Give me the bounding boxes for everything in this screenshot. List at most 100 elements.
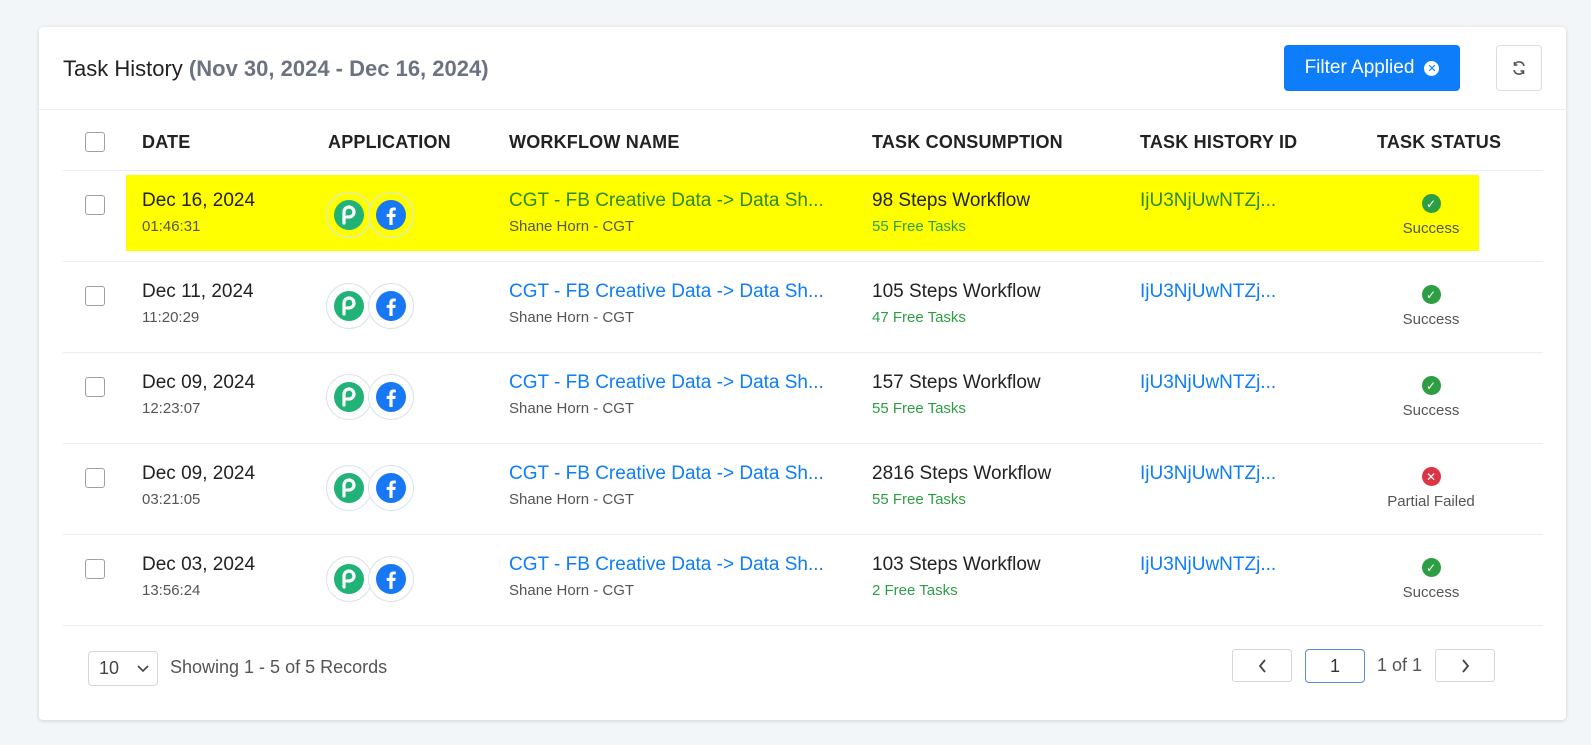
steps-count: 157 Steps Workflow	[872, 372, 1041, 393]
workflow-name-link[interactable]: CGT - FB Creative Data -> Data Sh...	[509, 190, 824, 211]
workflow-name-link[interactable]: CGT - FB Creative Data -> Data Sh...	[509, 554, 824, 575]
facebook-icon	[368, 192, 414, 238]
free-tasks-count: 55 Free Tasks	[872, 400, 966, 417]
row-checkbox[interactable]	[85, 559, 105, 579]
card-header: Task History (Nov 30, 2024 - Dec 16, 202…	[39, 27, 1566, 110]
workflow-cell: CGT - FB Creative Data -> Data Sh... Shan…	[509, 372, 824, 417]
current-page-input[interactable]	[1305, 649, 1365, 683]
workflow-owner: Shane Horn - CGT	[509, 491, 635, 508]
date-cell: Dec 03, 2024 13:56:24	[142, 554, 255, 599]
application-cell	[326, 556, 414, 602]
workflow-owner: Shane Horn - CGT	[509, 400, 635, 417]
refresh-icon	[1513, 61, 1525, 75]
check-circle-icon: ✓	[1421, 285, 1441, 304]
task-history-id-link[interactable]: IjU3NjUwNTZj...	[1140, 372, 1277, 393]
row-checkbox-wrap	[85, 195, 105, 215]
date-range: (Nov 30, 2024 - Dec 16, 2024)	[188, 56, 489, 81]
pabbly-icon	[326, 556, 372, 602]
workflow-owner: Shane Horn - CGT	[509, 582, 635, 599]
column-header-application[interactable]: APPLICATION	[328, 132, 451, 152]
chevron-left-icon	[1258, 658, 1266, 673]
check-circle-icon: ✓	[1421, 558, 1441, 577]
date-value: Dec 09, 2024	[142, 372, 256, 393]
facebook-icon	[368, 374, 414, 420]
status-badge: Partial Failed	[1387, 493, 1475, 510]
select-all-checkbox-wrap	[85, 132, 105, 152]
row-checkbox[interactable]	[85, 195, 105, 215]
workflow-name-link[interactable]: CGT - FB Creative Data -> Data Sh...	[509, 281, 824, 302]
task-history-id-link[interactable]: IjU3NjUwNTZj...	[1140, 463, 1277, 484]
table-row[interactable]: Dec 09, 2024 12:23:07 CGT - FB Creative Da…	[63, 353, 1543, 444]
table-footer: 10 Showing 1 - 5 of 5 Records 1 of 1	[39, 625, 1566, 720]
task-consumption-cell: 103 Steps Workflow 2 Free Tasks	[872, 554, 1041, 599]
time-value: 03:21:05	[142, 491, 201, 508]
task-consumption-cell: 2816 Steps Workflow 55 Free Tasks	[872, 463, 1051, 508]
column-header-workflow-name[interactable]: WORKFLOW NAME	[509, 132, 680, 152]
time-value: 11:20:29	[142, 309, 200, 326]
previous-page-button[interactable]	[1232, 649, 1292, 682]
chevron-right-icon	[1461, 658, 1469, 673]
row-checkbox[interactable]	[85, 377, 105, 397]
page-size-value: 10	[99, 658, 120, 678]
status-badge: Success	[1402, 584, 1460, 601]
status-badge: Success	[1402, 220, 1460, 237]
workflow-name-link[interactable]: CGT - FB Creative Data -> Data Sh...	[509, 463, 824, 484]
column-header-task-status[interactable]: TASK STATUS	[1377, 132, 1502, 152]
workflow-cell: CGT - FB Creative Data -> Data Sh... Shan…	[509, 463, 824, 508]
application-cell	[326, 465, 414, 511]
time-value: 13:56:24	[142, 582, 201, 599]
records-summary: Showing 1 - 5 of 5 Records	[170, 657, 388, 677]
filter-label: Filter Applied	[1304, 57, 1415, 78]
row-checkbox[interactable]	[85, 468, 105, 488]
check-circle-icon: ✓	[1421, 194, 1441, 213]
task-status-cell: ✓ Success	[1371, 194, 1491, 237]
check-circle-icon: ✓	[1421, 376, 1441, 395]
table-row[interactable]: Dec 03, 2024 13:56:24 CGT - FB Creative Da…	[63, 535, 1543, 626]
application-cell	[326, 283, 414, 329]
workflow-cell: CGT - FB Creative Data -> Data Sh... Shan…	[509, 281, 824, 326]
workflow-name-link[interactable]: CGT - FB Creative Data -> Data Sh...	[509, 372, 824, 393]
status-badge: Success	[1402, 311, 1460, 328]
page-count: 1 of 1	[1377, 655, 1423, 675]
task-history-id-link[interactable]: IjU3NjUwNTZj...	[1140, 281, 1277, 302]
page-title: Task History (Nov 30, 2024 - Dec 16, 202…	[63, 56, 489, 82]
next-page-button[interactable]	[1435, 649, 1495, 682]
table-row[interactable]: Dec 11, 2024 11:20:29 CGT - FB Creative Da…	[63, 262, 1543, 353]
error-icon: ✕	[1421, 467, 1441, 486]
column-header-task-history-id[interactable]: TASK HISTORY ID	[1140, 132, 1298, 152]
status-badge: Success	[1402, 402, 1460, 419]
task-history-id-link[interactable]: IjU3NjUwNTZj...	[1140, 190, 1277, 211]
steps-count: 2816 Steps Workflow	[872, 463, 1052, 484]
steps-count: 105 Steps Workflow	[872, 281, 1041, 302]
filter-applied-button[interactable]: Filter Applied ✕	[1284, 45, 1460, 91]
pabbly-icon	[326, 465, 372, 511]
row-checkbox[interactable]	[85, 286, 105, 306]
workflow-owner: Shane Horn - CGT	[509, 309, 635, 326]
page-size-select[interactable]: 10	[88, 651, 158, 686]
date-value: Dec 03, 2024	[142, 554, 256, 575]
free-tasks-count: 55 Free Tasks	[872, 218, 966, 235]
task-consumption-cell: 157 Steps Workflow 55 Free Tasks	[872, 372, 1041, 417]
title-text: Task History	[63, 56, 183, 81]
application-cell	[326, 192, 414, 238]
column-header-task-consumption[interactable]: TASK CONSUMPTION	[872, 132, 1063, 152]
facebook-icon	[368, 465, 414, 511]
time-value: 12:23:07	[142, 400, 201, 417]
column-header-date[interactable]: DATE	[142, 132, 191, 152]
table-header: DATE APPLICATION WORKFLOW NAME TASK CONS…	[63, 110, 1543, 171]
select-all-checkbox[interactable]	[85, 132, 105, 152]
facebook-icon	[368, 283, 414, 329]
facebook-icon	[368, 556, 414, 602]
task-status-cell: ✓ Success	[1371, 285, 1491, 328]
clear-filter-icon[interactable]: ✕	[1424, 60, 1440, 76]
date-value: Dec 11, 2024	[142, 281, 254, 302]
workflow-cell: CGT - FB Creative Data -> Data Sh... Shan…	[509, 554, 824, 599]
task-status-cell: ✕ Partial Failed	[1371, 467, 1491, 510]
row-checkbox-wrap	[85, 377, 105, 397]
pabbly-icon	[326, 192, 372, 238]
free-tasks-count: 55 Free Tasks	[872, 491, 966, 508]
task-history-id-link[interactable]: IjU3NjUwNTZj...	[1140, 554, 1277, 575]
table-row[interactable]: Dec 16, 2024 01:46:31 CGT - FB Creative Da…	[63, 171, 1543, 262]
table-row[interactable]: Dec 09, 2024 03:21:05 CGT - FB Creative Da…	[63, 444, 1543, 535]
refresh-button[interactable]	[1496, 45, 1542, 91]
